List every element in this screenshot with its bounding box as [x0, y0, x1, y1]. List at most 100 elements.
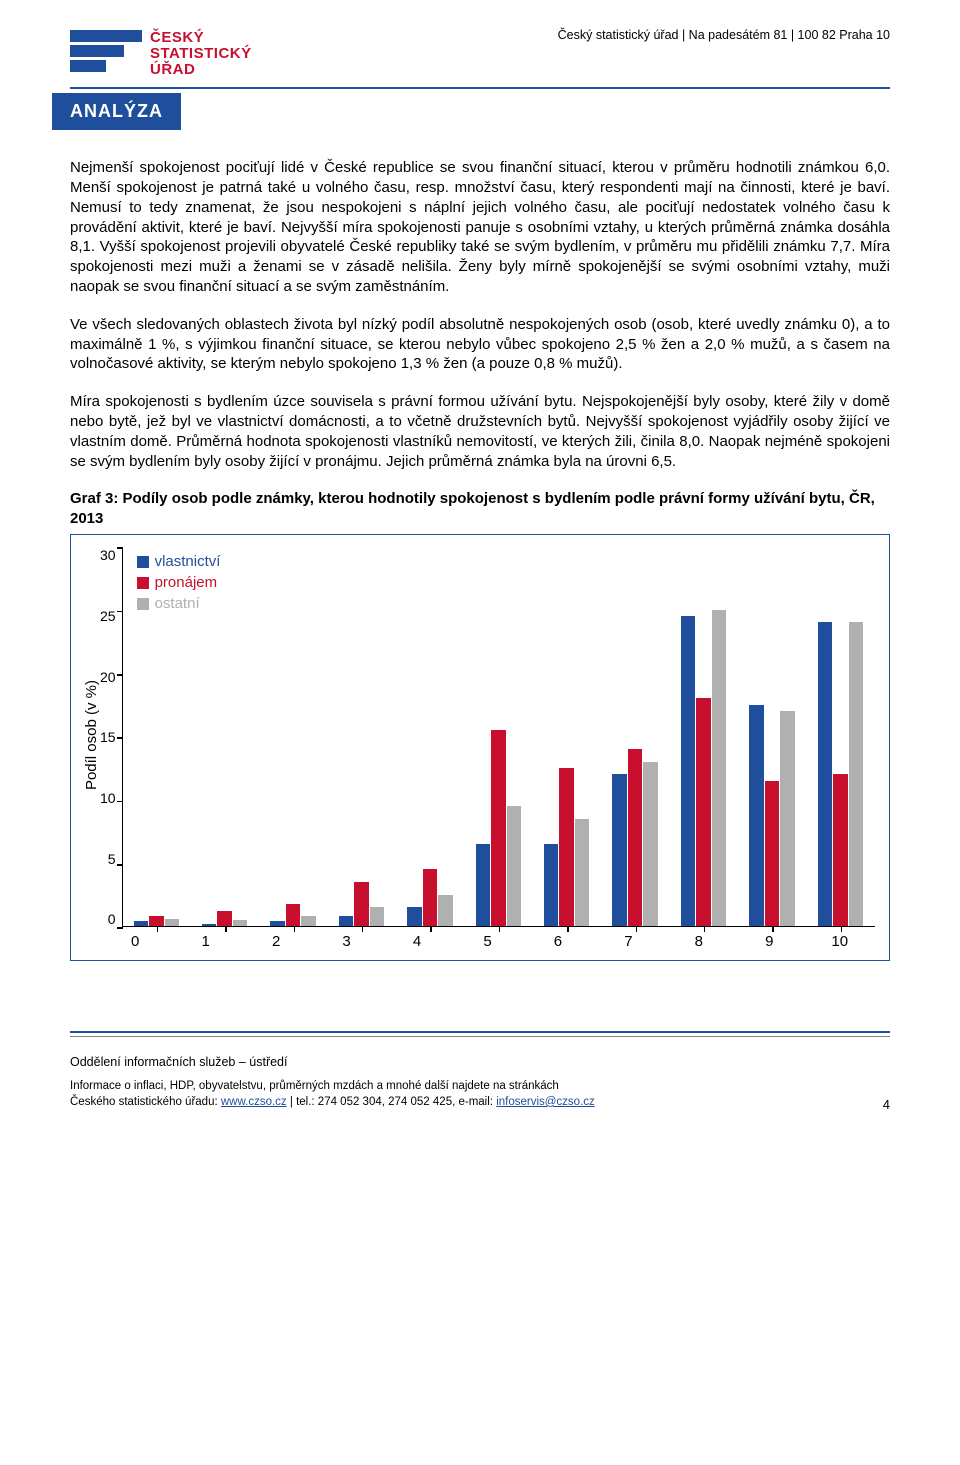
y-axis-label: Podíl osob (v %)	[79, 680, 100, 790]
x-tick-mark	[430, 926, 432, 932]
x-tick-label: 6	[523, 933, 593, 950]
bar-vlastnictví	[407, 907, 422, 926]
y-tick-mark	[117, 547, 123, 549]
logo-line: ÚŘAD	[150, 62, 252, 78]
chart-plot: vlastnictví pronájem ostatní	[122, 547, 875, 927]
bar-ostatní	[301, 916, 316, 926]
footer-text: Informace o inflaci, HDP, obyvatelstvu, …	[70, 1080, 559, 1092]
bar-vlastnictví	[544, 844, 559, 926]
bar-pronájem	[628, 749, 643, 926]
x-tick-label: 5	[452, 933, 522, 950]
x-tick-label: 10	[805, 933, 875, 950]
y-tick-label: 30	[100, 547, 116, 563]
paragraph: Nejmenší spokojenost pociťují lidé v Čes…	[70, 158, 890, 297]
chart-area: Podíl osob (v %) 302520151050 vlastnictv…	[79, 547, 875, 950]
x-tick-label: 8	[664, 933, 734, 950]
footer-email-link[interactable]: infoservis@czso.cz	[496, 1096, 595, 1108]
bar-ostatní	[643, 762, 658, 927]
y-tick-label: 5	[100, 851, 116, 867]
x-tick-mark	[362, 926, 364, 932]
footer-info: Informace o inflaci, HDP, obyvatelstvu, …	[70, 1079, 890, 1110]
bar-ostatní	[849, 622, 864, 926]
section-label-wrap: ANALÝZA	[52, 93, 890, 130]
bar-ostatní	[165, 919, 180, 927]
bar-vlastnictví	[612, 774, 627, 926]
logo-line: STATISTICKÝ	[150, 46, 252, 62]
bar-vlastnictví	[476, 844, 491, 926]
y-tick-mark	[117, 864, 123, 866]
x-tick-label: 3	[311, 933, 381, 950]
section-label: ANALÝZA	[52, 93, 181, 130]
x-tick-mark	[704, 926, 706, 932]
bar-pronájem	[423, 869, 438, 926]
legend-item: ostatní	[137, 595, 221, 612]
page-number: 4	[883, 1097, 890, 1112]
bar-pronájem	[559, 768, 574, 926]
x-tick-mark	[567, 926, 569, 932]
y-tick-mark	[117, 674, 123, 676]
footer-rule	[70, 1031, 890, 1033]
logo-text: ČESKÝ STATISTICKÝ ÚŘAD	[150, 30, 252, 77]
x-tick-label: 9	[734, 933, 804, 950]
x-ticks: 012345678910	[100, 927, 875, 950]
chart-container: Podíl osob (v %) 302520151050 vlastnictv…	[70, 534, 890, 961]
x-tick-mark	[636, 926, 638, 932]
bar-vlastnictví	[202, 924, 217, 927]
x-tick-mark	[225, 926, 227, 932]
bar-pronájem	[217, 911, 232, 926]
y-tick-label: 15	[100, 729, 116, 745]
y-tick-mark	[117, 927, 123, 929]
logo-line: ČESKÝ	[150, 30, 252, 46]
bar-vlastnictví	[818, 622, 833, 926]
legend-label: pronájem	[155, 574, 218, 591]
x-tick-label: 2	[241, 933, 311, 950]
legend-label: ostatní	[155, 595, 200, 612]
bar-pronájem	[491, 730, 506, 926]
bar-ostatní	[575, 819, 590, 927]
x-tick-mark	[841, 926, 843, 932]
paragraph: Ve všech sledovaných oblastech života by…	[70, 315, 890, 374]
bar-ostatní	[370, 907, 385, 926]
y-tick-mark	[117, 611, 123, 613]
y-tick-mark	[117, 737, 123, 739]
y-tick-label: 10	[100, 790, 116, 806]
footer-url-link[interactable]: www.czso.cz	[221, 1096, 287, 1108]
legend-swatch-icon	[137, 598, 149, 610]
footer-dept: Oddělení informačních služeb – ústředí	[70, 1055, 890, 1069]
paragraph: Míra spokojenosti s bydlením úzce souvis…	[70, 392, 890, 471]
x-tick-label: 7	[593, 933, 663, 950]
x-tick-mark	[157, 926, 159, 932]
bar-pronájem	[833, 774, 848, 926]
footer-text: Českého statistického úřadu:	[70, 1096, 221, 1108]
header-rule	[70, 87, 890, 89]
bar-pronájem	[286, 904, 301, 927]
x-tick-mark	[294, 926, 296, 932]
footer-rule	[70, 1036, 890, 1037]
x-tick-label: 0	[100, 933, 170, 950]
legend-item: pronájem	[137, 574, 221, 591]
bar-pronájem	[149, 916, 164, 926]
bar-vlastnictví	[134, 921, 149, 926]
y-tick-label: 0	[100, 911, 116, 927]
logo-bars-icon	[70, 30, 142, 72]
bar-pronájem	[765, 781, 780, 927]
header-address: Český statistický úřad | Na padesátém 81…	[558, 28, 890, 42]
bar-ostatní	[438, 895, 453, 927]
y-tick-label: 20	[100, 669, 116, 685]
x-tick-label: 1	[170, 933, 240, 950]
chart-legend: vlastnictví pronájem ostatní	[137, 553, 221, 616]
logo: ČESKÝ STATISTICKÝ ÚŘAD	[70, 30, 252, 77]
legend-swatch-icon	[137, 556, 149, 568]
y-tick-label: 25	[100, 608, 116, 624]
bar-ostatní	[780, 711, 795, 926]
bar-ostatní	[507, 806, 522, 926]
legend-label: vlastnictví	[155, 553, 221, 570]
page-header: ČESKÝ STATISTICKÝ ÚŘAD Český statistický…	[70, 30, 890, 77]
chart-title: Graf 3: Podíly osob podle známky, kterou…	[70, 489, 890, 528]
x-tick-mark	[772, 926, 774, 932]
bar-vlastnictví	[339, 916, 354, 926]
bar-vlastnictví	[749, 705, 764, 927]
bar-pronájem	[696, 698, 711, 926]
bar-ostatní	[233, 920, 248, 926]
legend-item: vlastnictví	[137, 553, 221, 570]
